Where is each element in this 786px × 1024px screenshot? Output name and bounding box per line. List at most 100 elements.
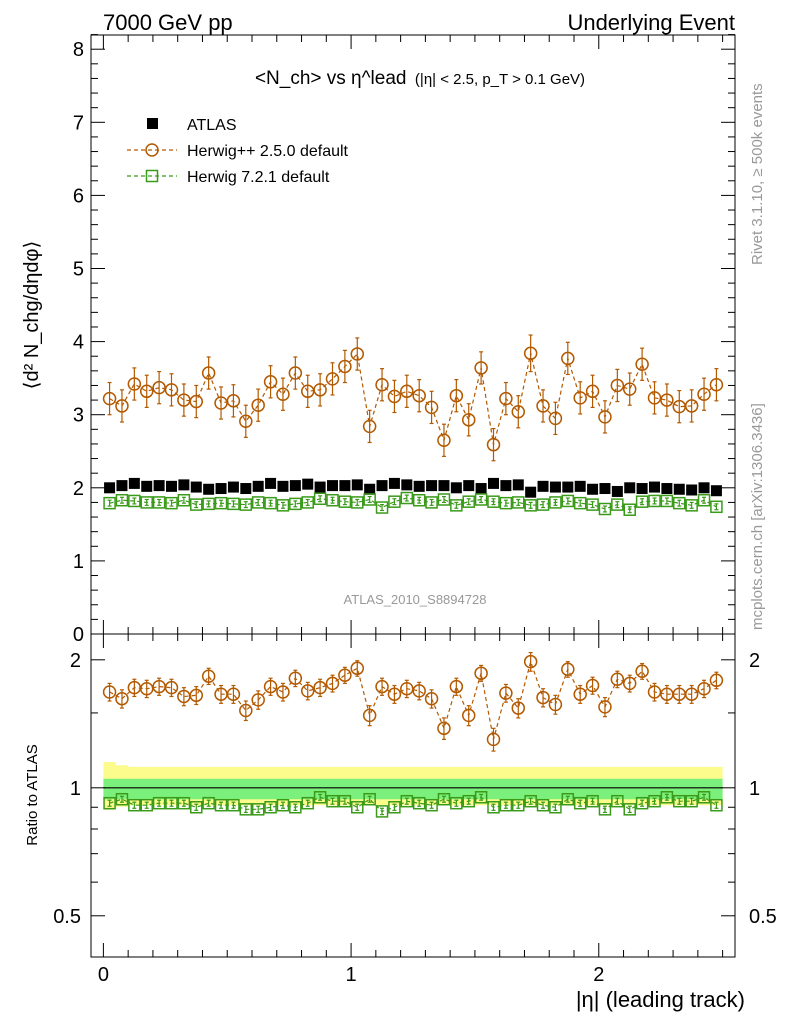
herwig25-point — [561, 351, 575, 366]
atlas-point — [289, 480, 301, 492]
herwig72-point — [363, 493, 376, 506]
herwig25-point — [325, 372, 340, 386]
herwig25-point — [647, 391, 662, 405]
herwig25-point — [523, 346, 538, 361]
herwig72-point — [140, 496, 153, 509]
herwig25-point — [536, 399, 550, 413]
herwig72-ratio-point — [301, 796, 314, 810]
atlas-point — [376, 480, 388, 492]
atlas-point — [475, 483, 487, 495]
atlas-point — [512, 479, 524, 491]
herwig72-point — [239, 498, 253, 511]
legend-entry-herwig72: Herwig 7.2.1 default — [127, 169, 330, 186]
legend: ATLAS Herwig++ 2.5.0 default Herwig 7.2.… — [127, 117, 349, 186]
y-tick-label: 5 — [73, 259, 84, 281]
herwig72-ratio-point — [227, 798, 240, 812]
herwig25-ratio-point — [437, 721, 451, 736]
herwig72-point — [635, 495, 649, 508]
atlas-point — [104, 482, 116, 494]
herwig25-point — [486, 437, 501, 452]
herwig72-point — [524, 499, 537, 512]
atlas-point — [710, 485, 722, 497]
atlas-point — [636, 483, 648, 495]
herwig25-point — [164, 383, 179, 397]
atlas-point — [190, 481, 202, 493]
herwig25-ratio-line — [109, 659, 717, 740]
atlas-point — [673, 483, 685, 495]
atlas-point — [141, 480, 153, 492]
atlas-point — [537, 480, 549, 492]
herwig72-ratio-point — [351, 801, 364, 814]
herwig25-ratio-point — [424, 691, 439, 706]
y-tick-label: 1 — [73, 551, 84, 573]
herwig72-point — [351, 496, 364, 509]
herwig72-ratio-point — [375, 805, 389, 818]
atlas-point — [611, 485, 623, 497]
herwig72-ratio-point — [573, 796, 587, 810]
ratio-tick-label: 2 — [70, 650, 81, 672]
atlas-point — [388, 477, 400, 489]
herwig25-ratio-point — [362, 708, 377, 723]
ratio-ylabel: Ratio to ATLAS — [24, 744, 41, 845]
herwig72-point — [697, 493, 711, 507]
x-tick-label: 0 — [98, 964, 109, 986]
herwig72-point — [512, 496, 525, 509]
herwig72-ratio-point — [660, 791, 674, 804]
herwig25-point — [585, 384, 600, 399]
herwig25-point — [412, 388, 426, 403]
herwig72-point — [128, 494, 141, 508]
y-tick-label: 8 — [73, 39, 84, 61]
herwig72-ratio-point — [598, 803, 612, 816]
herwig72-point — [103, 496, 116, 510]
legend-marker-atlas — [147, 118, 158, 129]
herwig25-ratio-point — [387, 687, 402, 701]
herwig25-ratio-point — [548, 697, 563, 712]
herwig25-ratio-point — [375, 679, 389, 694]
herwig72-ratio-point — [152, 796, 166, 810]
herwig72-ratio-point — [685, 794, 698, 808]
herwig25-point — [449, 388, 464, 403]
herwig25-point — [400, 384, 414, 399]
herwig72-point — [251, 496, 265, 509]
herwig25-ratio-point — [325, 676, 340, 691]
atlas-point — [698, 482, 710, 494]
herwig72-ratio-point — [487, 801, 500, 814]
herwig25-point — [362, 419, 377, 434]
x-tick-label: 1 — [346, 964, 357, 986]
atlas-point — [240, 483, 252, 495]
herwig72-point — [227, 497, 240, 511]
herwig72-ratio-point — [499, 798, 513, 812]
herwig72-point — [573, 496, 587, 510]
herwig72-ratio-point — [623, 803, 636, 816]
herwig72-ratio-point — [635, 796, 649, 810]
atlas-point — [488, 477, 499, 489]
herwig25-ratio-point — [561, 662, 575, 677]
herwig72-point — [660, 494, 674, 508]
herwig72-point — [536, 498, 550, 511]
atlas-point — [364, 483, 376, 495]
legend-entry-herwig25: Herwig++ 2.5.0 default — [127, 143, 349, 160]
herwig25-point — [288, 366, 303, 380]
herwig72-point — [412, 493, 426, 507]
herwig25-ratio-point — [239, 703, 253, 718]
herwig72-point — [673, 496, 686, 510]
herwig25-point — [102, 391, 117, 406]
herwig72-point — [450, 499, 463, 512]
herwig72-ratio-point — [177, 796, 191, 810]
herwig25-point — [226, 394, 241, 408]
herwig25-ratio-point — [499, 686, 513, 700]
main-ylabel: ⟨d² N_chg/dηdφ⟩ — [21, 241, 43, 390]
herwig72-ratio-point — [264, 801, 277, 814]
herwig25-ratio-point — [288, 671, 303, 685]
herwig72-ratio-point — [450, 796, 463, 810]
herwig25-point — [697, 387, 711, 401]
atlas-point — [252, 480, 264, 492]
atlas-point — [426, 480, 438, 492]
herwig72-ratio-point — [251, 803, 265, 816]
herwig25-ratio-point — [474, 666, 488, 680]
herwig25-ratio-point — [461, 708, 476, 723]
y-tick-label: 2 — [73, 478, 84, 500]
atlas-point — [549, 481, 561, 493]
herwig72-ratio-point — [289, 801, 302, 814]
